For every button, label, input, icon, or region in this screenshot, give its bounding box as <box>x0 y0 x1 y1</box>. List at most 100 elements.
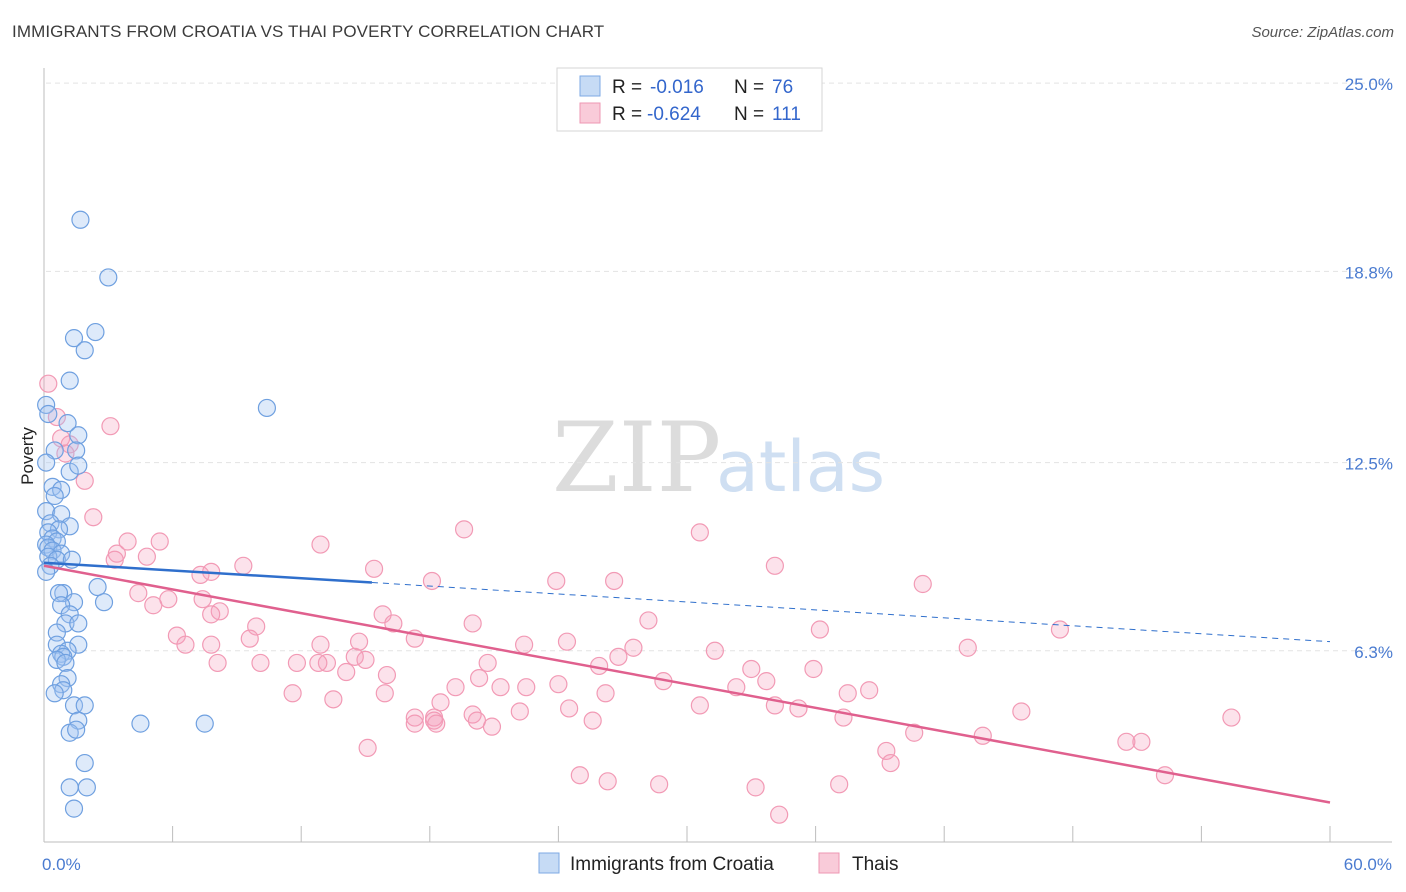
point-thai-64 <box>469 668 489 688</box>
point-thai-7 <box>84 508 103 527</box>
point-thai-99 <box>1012 702 1031 721</box>
point-thai-88 <box>405 714 424 733</box>
point-thai-76 <box>283 684 302 703</box>
point-thai-39 <box>240 629 259 648</box>
point-thai-79 <box>690 696 709 715</box>
point-croatia-12 <box>67 441 86 460</box>
point-thai-33 <box>384 614 403 633</box>
point-thai-78 <box>431 693 450 712</box>
legend-r-value-2: -0.624 <box>647 104 701 125</box>
point-thai-86 <box>405 708 424 727</box>
point-thai-62 <box>337 662 356 682</box>
gridlines <box>43 82 1392 842</box>
point-thai-49 <box>958 638 977 657</box>
trend-line-croatia <box>43 561 373 584</box>
trend-line-croatia-extension <box>371 581 1331 643</box>
point-croatia-0 <box>71 210 90 229</box>
legend-r-label-2: R = <box>612 104 642 125</box>
point-thai-21 <box>422 571 442 591</box>
point-thai-43 <box>176 635 195 654</box>
point-thai-54 <box>208 653 227 673</box>
point-thai-18 <box>364 559 384 578</box>
point-croatia-13 <box>37 453 56 472</box>
point-croatia-60 <box>131 714 150 733</box>
point-thai-30 <box>202 605 221 624</box>
point-thai-28 <box>144 596 163 615</box>
bottom-legend-swatch-blue <box>538 852 560 874</box>
bottom-legend: Immigrants from Croatia Thais <box>538 852 898 875</box>
point-thai-92 <box>583 711 602 730</box>
y-axis-label: Poverty <box>18 427 37 485</box>
point-thai-102 <box>881 753 900 773</box>
point-croatia-10 <box>69 426 88 445</box>
point-croatia-63 <box>67 720 86 739</box>
point-croatia-8 <box>39 404 58 424</box>
axes <box>43 68 1392 843</box>
point-thai-94 <box>905 723 924 742</box>
point-croatia-6 <box>257 398 277 418</box>
trend-line-thais <box>43 564 1331 804</box>
point-thai-47 <box>624 638 643 657</box>
legend-n-label-1: N = <box>734 77 764 98</box>
legend-n-value-1: 76 <box>772 77 793 98</box>
point-thai-73 <box>838 684 857 703</box>
y-tick-label-0: 6.3% <box>1354 643 1393 662</box>
point-thai-101 <box>877 741 896 761</box>
y-tick-label-2: 18.8% <box>1345 263 1393 282</box>
point-thai-0 <box>39 374 58 393</box>
legend-r-label-1: R = <box>612 77 642 98</box>
point-thai-41 <box>349 632 369 651</box>
point-thai-61 <box>804 659 823 679</box>
point-thai-71 <box>596 684 615 703</box>
point-thai-36 <box>810 620 829 639</box>
point-thai-100 <box>358 738 377 758</box>
point-croatia-22 <box>60 517 79 536</box>
point-thai-46 <box>202 635 221 654</box>
point-thai-20 <box>191 565 210 584</box>
point-thai-23 <box>605 571 624 591</box>
point-croatia-52 <box>56 653 75 673</box>
point-croatia-65 <box>77 778 96 797</box>
point-thai-5 <box>56 444 75 463</box>
point-thai-12 <box>311 535 330 554</box>
point-croatia-46 <box>69 635 88 654</box>
point-thai-53 <box>287 653 307 673</box>
point-thai-107 <box>830 775 849 794</box>
point-thai-67 <box>446 678 465 697</box>
series-immigrants-from-croatia <box>37 210 277 818</box>
point-croatia-40 <box>94 593 114 612</box>
point-thai-45 <box>515 635 534 654</box>
point-thai-25 <box>129 584 148 603</box>
point-thai-17 <box>765 556 784 575</box>
point-thai-48 <box>705 641 724 660</box>
point-croatia-3 <box>64 329 84 348</box>
point-thai-44 <box>311 635 330 654</box>
bottom-legend-label-pink: Thais <box>852 854 898 875</box>
point-croatia-2 <box>86 322 105 342</box>
point-croatia-4 <box>75 341 94 360</box>
point-thai-98 <box>1222 708 1241 727</box>
point-thai-37 <box>1050 620 1070 639</box>
point-thai-22 <box>547 571 566 591</box>
chart-title: IMMIGRANTS FROM CROATIA VS THAI POVERTY … <box>12 22 605 41</box>
point-croatia-5 <box>60 371 79 390</box>
point-thai-32 <box>463 614 482 633</box>
point-croatia-56 <box>45 684 64 703</box>
point-thai-104 <box>598 772 617 791</box>
point-thai-57 <box>309 653 328 673</box>
point-thai-89 <box>427 714 446 733</box>
point-thai-68 <box>491 678 510 697</box>
point-thai-63 <box>377 665 397 685</box>
bottom-legend-swatch-pink <box>818 852 840 874</box>
point-croatia-64 <box>75 753 94 773</box>
point-thai-56 <box>251 653 270 673</box>
x-tick-label-0: 0.0% <box>42 855 81 874</box>
legend-n-value-2: 111 <box>772 104 801 125</box>
point-thai-11 <box>150 532 169 551</box>
point-croatia-18 <box>45 486 64 506</box>
point-croatia-66 <box>60 778 79 797</box>
point-thai-77 <box>324 690 343 709</box>
point-thai-105 <box>650 775 669 794</box>
point-thai-66 <box>757 672 776 691</box>
point-thai-2 <box>101 417 120 436</box>
